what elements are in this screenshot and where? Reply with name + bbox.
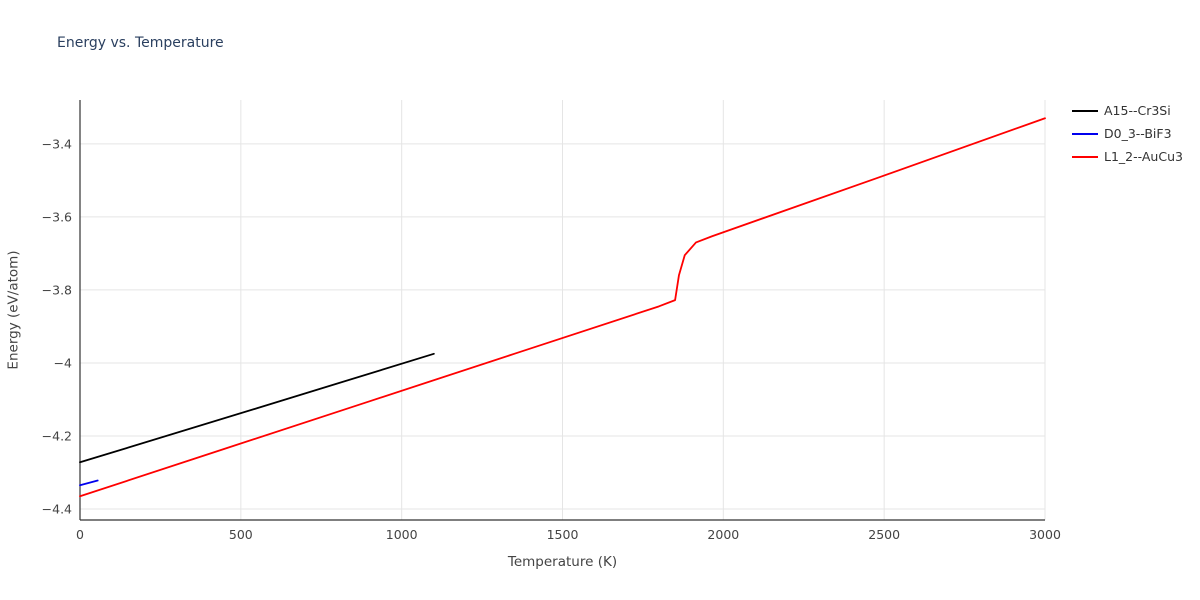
y-tick-label: −3.4 [42, 136, 72, 151]
y-tick-label: −4 [54, 355, 72, 370]
series-line-D0_3--BiF3 [79, 479, 99, 487]
x-tick-label: 500 [229, 527, 253, 542]
y-tick-label: −3.8 [42, 282, 72, 297]
legend-swatch [1072, 132, 1098, 135]
y-axis-label-wrap: Energy (eV/atom) [2, 100, 26, 520]
legend-label: A15--Cr3Si [1104, 103, 1171, 118]
legend-item[interactable]: A15--Cr3Si [1072, 103, 1183, 118]
legend: A15--Cr3Si D0_3--BiF3 L1_2--AuCu3 [1072, 103, 1183, 172]
y-tick-label: −4.4 [42, 502, 72, 517]
y-tick-label: −3.6 [42, 209, 72, 224]
x-tick-label: 2500 [868, 527, 900, 542]
x-tick-label: 1500 [547, 527, 579, 542]
legend-swatch [1072, 109, 1098, 112]
legend-item[interactable]: L1_2--AuCu3 [1072, 149, 1183, 164]
legend-swatch [1072, 155, 1098, 158]
y-axis-label: Energy (eV/atom) [6, 250, 22, 370]
y-tick-label: −4.2 [42, 429, 72, 444]
x-tick-label: 2000 [707, 527, 739, 542]
x-tick-label: 1000 [386, 527, 418, 542]
chart-title: Energy vs. Temperature [57, 35, 224, 51]
x-axis-label: Temperature (K) [507, 554, 618, 570]
series-line-L1_2--AuCu3 [79, 117, 1046, 498]
x-tick-label: 3000 [1029, 527, 1061, 542]
series-line-A15--Cr3Si [79, 352, 435, 464]
x-tick-label: 0 [76, 527, 84, 542]
legend-label: L1_2--AuCu3 [1104, 149, 1183, 164]
legend-label: D0_3--BiF3 [1104, 126, 1172, 141]
legend-item[interactable]: D0_3--BiF3 [1072, 126, 1183, 141]
